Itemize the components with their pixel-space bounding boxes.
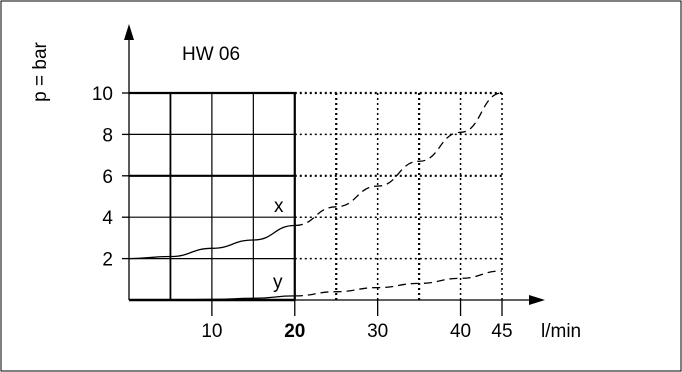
y-axis-arrow (124, 24, 134, 40)
x-tick-label-30: 30 (367, 321, 388, 342)
x-axis-arrow (529, 295, 545, 305)
x-axis-label: l/min (541, 321, 581, 342)
x-tick-label-20: 20 (284, 321, 305, 342)
x-tick-label-40: 40 (450, 321, 471, 342)
series-label-y: y (273, 272, 283, 293)
y-tick-label-2: 2 (102, 250, 113, 271)
y-tick-label-6: 6 (102, 167, 113, 188)
curves (128, 92, 503, 301)
axes (122, 24, 545, 316)
y-tick-label-8: 8 (102, 125, 113, 146)
x-tick-label-10: 10 (201, 321, 222, 342)
y-tick-label-10: 10 (92, 84, 113, 105)
curve-x-solid (128, 224, 295, 260)
x-tick-label-45: 45 (491, 321, 512, 342)
curve-y-dashed (294, 270, 503, 297)
chart-title: HW 06 (182, 44, 240, 65)
y-axis-label: p = bar (30, 41, 51, 101)
y-tick-label-4: 4 (102, 208, 113, 229)
curve-x-dashed (294, 92, 503, 227)
tick-labels: 2 4 6 8 10 10 20 30 40 45 (92, 84, 513, 342)
series-label-x: x (274, 196, 284, 217)
grid (129, 91, 503, 300)
